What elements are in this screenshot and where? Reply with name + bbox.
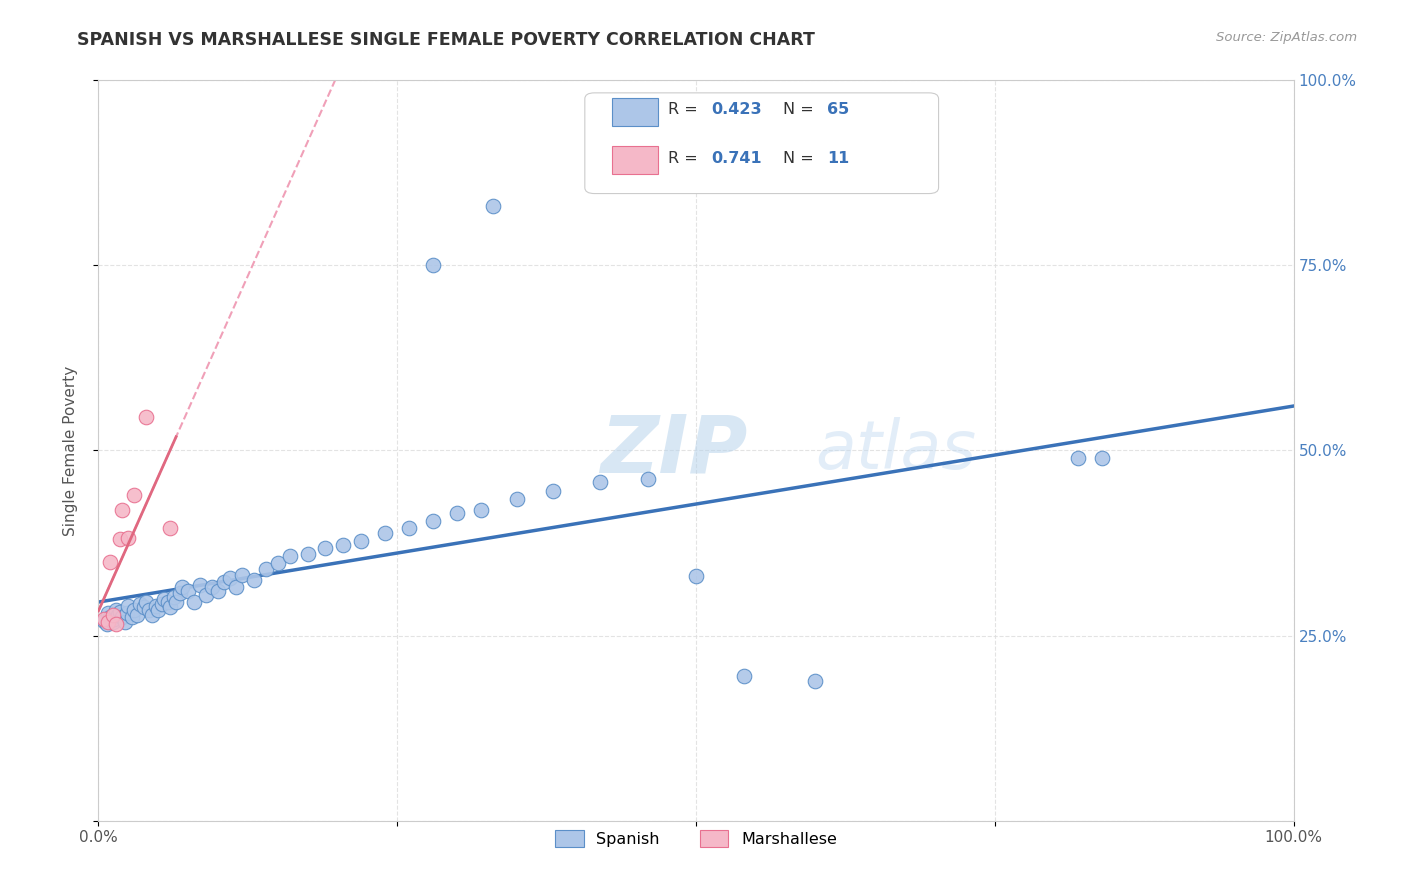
Point bbox=[150, 598, 173, 612]
Point bbox=[398, 521, 420, 535]
Text: 65: 65 bbox=[827, 103, 849, 118]
Point bbox=[98, 555, 122, 569]
Point bbox=[159, 521, 181, 535]
Point bbox=[105, 602, 128, 616]
Point bbox=[212, 575, 235, 590]
Point bbox=[97, 607, 120, 621]
Point bbox=[297, 547, 319, 561]
Y-axis label: Single Female Poverty: Single Female Poverty bbox=[63, 366, 77, 535]
Point bbox=[129, 598, 152, 612]
Point bbox=[1067, 450, 1090, 465]
Point bbox=[169, 585, 191, 599]
Point bbox=[446, 507, 468, 521]
FancyBboxPatch shape bbox=[613, 146, 658, 174]
Text: N =: N = bbox=[783, 103, 820, 118]
Point bbox=[103, 612, 125, 626]
Point bbox=[685, 569, 707, 583]
Point bbox=[733, 669, 755, 683]
Point bbox=[97, 615, 120, 630]
Point bbox=[177, 584, 200, 599]
Text: N =: N = bbox=[783, 151, 820, 166]
Point bbox=[96, 617, 118, 632]
Point bbox=[148, 602, 170, 616]
Point bbox=[101, 607, 124, 622]
Text: 0.741: 0.741 bbox=[711, 151, 762, 166]
Point bbox=[124, 602, 146, 616]
Point bbox=[201, 581, 224, 595]
Point bbox=[481, 199, 505, 213]
Point bbox=[278, 549, 301, 563]
Point bbox=[267, 556, 290, 570]
Point bbox=[637, 472, 659, 486]
Text: ZIP: ZIP bbox=[600, 411, 748, 490]
Point bbox=[108, 533, 131, 547]
Point bbox=[350, 533, 373, 548]
Point bbox=[145, 599, 167, 613]
Point bbox=[225, 581, 247, 595]
Point bbox=[124, 488, 146, 502]
Point bbox=[219, 571, 242, 585]
Point bbox=[107, 607, 129, 622]
Point bbox=[183, 595, 205, 609]
FancyBboxPatch shape bbox=[585, 93, 939, 194]
Legend: Spanish, Marshallese: Spanish, Marshallese bbox=[548, 824, 844, 854]
Text: R =: R = bbox=[668, 103, 703, 118]
Point bbox=[153, 591, 176, 606]
Point bbox=[374, 526, 396, 541]
Point bbox=[93, 614, 115, 628]
FancyBboxPatch shape bbox=[613, 98, 658, 126]
Point bbox=[141, 607, 163, 622]
Point bbox=[98, 610, 122, 624]
Point bbox=[243, 573, 266, 587]
Point bbox=[506, 491, 529, 506]
Text: SPANISH VS MARSHALLESE SINGLE FEMALE POVERTY CORRELATION CHART: SPANISH VS MARSHALLESE SINGLE FEMALE POV… bbox=[77, 31, 815, 49]
Point bbox=[315, 541, 337, 556]
Point bbox=[101, 615, 124, 630]
Text: atlas: atlas bbox=[815, 417, 977, 483]
Point bbox=[135, 595, 157, 609]
Point bbox=[470, 502, 492, 516]
Point bbox=[804, 674, 827, 689]
Point bbox=[231, 567, 253, 582]
Point bbox=[188, 578, 211, 592]
Point bbox=[541, 484, 564, 499]
Point bbox=[1091, 450, 1114, 465]
Point bbox=[108, 605, 131, 619]
Point bbox=[195, 588, 218, 602]
Point bbox=[114, 615, 136, 630]
Point bbox=[93, 612, 115, 626]
Point bbox=[117, 599, 139, 613]
Point bbox=[332, 538, 354, 552]
Point bbox=[125, 607, 148, 622]
Point bbox=[207, 584, 229, 599]
Point bbox=[111, 610, 134, 624]
Point bbox=[135, 410, 157, 425]
Point bbox=[115, 607, 138, 621]
Point bbox=[138, 602, 160, 616]
Text: Source: ZipAtlas.com: Source: ZipAtlas.com bbox=[1216, 31, 1357, 45]
Point bbox=[105, 617, 128, 632]
Point bbox=[159, 600, 181, 615]
Point bbox=[422, 259, 444, 273]
Point bbox=[589, 475, 612, 489]
Point bbox=[117, 531, 139, 545]
Text: 11: 11 bbox=[827, 151, 849, 166]
Point bbox=[163, 590, 186, 604]
Point bbox=[172, 581, 194, 595]
Text: 0.423: 0.423 bbox=[711, 103, 762, 118]
Point bbox=[132, 600, 155, 615]
Point bbox=[254, 562, 277, 576]
Point bbox=[156, 595, 179, 609]
Point bbox=[121, 610, 143, 624]
Point bbox=[111, 502, 134, 516]
Point bbox=[422, 514, 444, 528]
Point bbox=[165, 595, 187, 609]
Text: R =: R = bbox=[668, 151, 703, 166]
